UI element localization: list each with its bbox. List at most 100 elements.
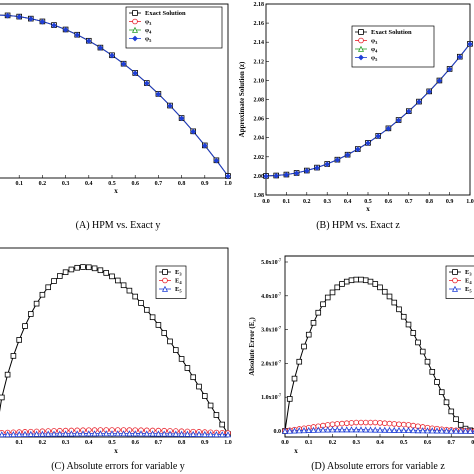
e3-marker <box>172 347 179 353</box>
e5-marker <box>391 426 398 433</box>
e4-marker <box>358 419 364 426</box>
e5-marker <box>213 431 220 438</box>
x-tick-label: 0.4 <box>85 181 93 187</box>
e5-marker <box>419 427 426 434</box>
e5-marker <box>381 426 388 433</box>
e3-marker <box>219 421 226 428</box>
e5-marker <box>219 431 226 438</box>
x-tick-label: 0.2 <box>303 199 311 205</box>
e5-marker <box>10 430 17 438</box>
y-tick-label: 2.00 <box>254 174 265 180</box>
e5-marker <box>296 427 303 434</box>
e3-marker <box>415 339 421 346</box>
series-e3-line <box>0 266 229 435</box>
y-tick-label: 2.12 <box>254 59 265 65</box>
e4-marker <box>372 419 379 426</box>
e5-marker <box>207 430 214 438</box>
y-tick-label: 1.0x10-7 <box>261 393 281 402</box>
e5-marker <box>201 430 208 437</box>
e4-marker <box>396 421 402 428</box>
e5-marker <box>319 426 327 433</box>
e3-marker <box>315 309 322 316</box>
phi5-marker <box>143 80 150 87</box>
legend-label: E4 <box>465 278 472 286</box>
e4-marker <box>339 420 345 427</box>
e5-marker <box>424 427 431 434</box>
e3-marker <box>443 399 450 406</box>
e3-marker <box>103 270 110 276</box>
e3-marker <box>149 314 156 321</box>
phi5-marker <box>120 61 127 67</box>
x-tick-label: 0.3 <box>62 181 70 187</box>
e5-marker <box>410 427 417 434</box>
e3-marker <box>400 313 407 320</box>
e4-marker <box>381 420 388 427</box>
legend-label: φ4 <box>145 27 152 35</box>
x-tick-label: 0.5 <box>364 199 372 205</box>
phi5-marker <box>426 88 433 95</box>
x-tick-label: 0.7 <box>155 440 163 446</box>
e5-marker <box>386 426 393 433</box>
e3-marker <box>80 264 86 270</box>
e5-marker <box>395 426 403 433</box>
e5-marker <box>79 430 87 437</box>
e3-marker <box>286 396 293 402</box>
e5-marker <box>178 430 185 437</box>
phi5-marker <box>354 146 361 153</box>
e3-marker <box>386 293 393 300</box>
legend-label: φ5 <box>371 55 378 63</box>
e5-marker <box>357 426 365 433</box>
e5-marker <box>433 427 441 434</box>
legend-label: φ3 <box>145 19 152 27</box>
x-tick-label: 0.4 <box>85 440 93 446</box>
y-tick-label: 2.16 <box>254 21 265 27</box>
y-tick-label: 2.02 <box>254 155 265 161</box>
e5-marker <box>27 430 34 437</box>
e3-marker <box>457 422 464 428</box>
e5-marker <box>0 431 5 438</box>
e3-marker <box>453 416 459 422</box>
e5-marker <box>315 426 322 433</box>
phi5-marker <box>395 117 402 124</box>
x-axis-label: x <box>294 447 298 455</box>
e5-marker <box>467 427 474 434</box>
e3-marker <box>196 383 202 390</box>
x-tick-label: 0.3 <box>62 440 70 446</box>
series-e3-line <box>284 279 474 432</box>
legend-marker <box>162 277 168 284</box>
e3-marker <box>372 281 379 287</box>
e5-marker <box>414 427 422 434</box>
e3-marker <box>22 323 28 329</box>
e5-marker <box>362 426 369 433</box>
e5-marker <box>4 431 11 438</box>
y-axis-label: Approximate Solution (z) <box>238 61 246 137</box>
e5-marker <box>108 430 116 437</box>
e5-marker <box>300 427 308 434</box>
e5-marker <box>367 426 374 433</box>
e3-marker <box>343 278 350 285</box>
x-axis-label: x <box>366 205 370 213</box>
phi5-marker <box>334 157 341 163</box>
e3-marker <box>27 311 34 317</box>
x-tick-label: 0.2 <box>39 181 47 187</box>
y-axis-label: Absolute Error (Ez) <box>248 317 257 376</box>
e5-marker <box>132 430 139 437</box>
e3-marker <box>405 321 412 328</box>
e5-marker <box>103 430 110 437</box>
y-tick-label: 0.0 <box>274 429 282 435</box>
x-tick-label: 0.9 <box>446 199 454 205</box>
phi5-marker <box>16 14 23 20</box>
e5-marker <box>85 430 92 437</box>
e3-marker <box>353 276 360 283</box>
phi5-marker <box>97 45 104 51</box>
e3-marker <box>305 331 312 338</box>
e3-marker <box>438 389 445 395</box>
phi5-marker <box>155 91 162 98</box>
phi5-marker <box>375 133 382 140</box>
e3-marker <box>358 276 364 283</box>
e3-marker <box>201 393 208 399</box>
e4-marker <box>377 420 383 426</box>
e5-marker <box>310 426 317 433</box>
e3-marker <box>126 287 133 294</box>
